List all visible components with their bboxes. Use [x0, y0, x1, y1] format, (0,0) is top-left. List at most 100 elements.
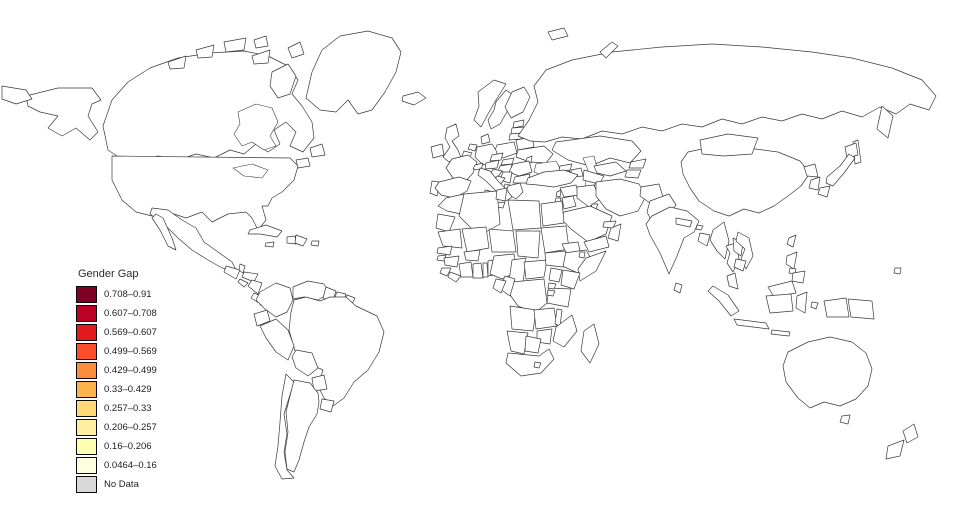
country-papua-new-guinea: [847, 298, 875, 320]
legend-swatch: [76, 361, 97, 380]
country-mexico-baja: [151, 213, 177, 251]
legend-row: 0.257–0.33: [76, 399, 157, 418]
country-canada-island: [223, 37, 247, 53]
country-burkina-faso: [463, 249, 481, 262]
country-japan-kyushu: [817, 185, 831, 198]
country-canada-island: [253, 35, 269, 49]
country-france: [445, 154, 478, 182]
country-south-sudan: [544, 250, 567, 268]
country-kyrgyzstan: [628, 158, 647, 169]
country-fiji: [893, 267, 902, 275]
legend-rows: 0.708–0.91 0.607–0.708 0.569–0.607 0.499…: [76, 285, 157, 494]
country-chad: [515, 230, 541, 259]
country-madagascar: [580, 323, 600, 364]
country-mongolia: [699, 133, 759, 157]
country-philippines-luzon: [785, 251, 798, 270]
great-lakes: [232, 163, 269, 179]
country-morocco: [437, 193, 465, 215]
country-senegal: [436, 245, 453, 256]
country-brazil: [288, 296, 385, 407]
country-sierra-leone: [439, 267, 452, 277]
country-peru: [259, 318, 295, 361]
legend-row: No Data: [76, 475, 157, 494]
legend-title: Gender Gap: [78, 268, 139, 280]
country-botswana: [524, 335, 542, 354]
country-egypt: [540, 200, 565, 227]
country-indonesia-java: [733, 318, 770, 330]
country-uruguay: [319, 398, 335, 413]
country-australia: [782, 336, 873, 409]
legend-row: 0.429–0.499: [76, 361, 157, 380]
country-norway: [473, 79, 507, 128]
country-indonesia-sulawesi: [795, 291, 808, 314]
country-russia: [517, 43, 937, 143]
country-mauritania: [437, 228, 463, 249]
country-ghana: [472, 262, 484, 279]
country-japan-hokkaido: [844, 142, 859, 159]
country-iraq: [576, 184, 601, 208]
country-guinea: [443, 255, 460, 268]
legend-label: 0.607–0.708: [104, 308, 157, 319]
legend-swatch: [76, 323, 97, 342]
country-south-korea: [808, 176, 821, 191]
country-honduras: [241, 271, 259, 283]
legend-label: 0.257–0.33: [104, 403, 152, 414]
country-gabon: [492, 278, 507, 294]
country-angola: [509, 305, 537, 332]
country-lebanon: [555, 189, 562, 198]
country-burundi: [546, 289, 556, 297]
country-nicaragua: [247, 279, 263, 295]
country-ecuador: [253, 309, 271, 327]
country-usa: [111, 155, 299, 231]
country-western-sahara: [435, 213, 456, 233]
country-usa-alaska: [25, 87, 102, 141]
legend-swatch: [76, 342, 97, 361]
country-malaysia-peninsula: [726, 272, 739, 290]
country-bolivia: [291, 349, 319, 377]
country-ireland: [430, 143, 445, 159]
country-oman: [607, 223, 622, 242]
country-japan-honshu: [825, 153, 856, 187]
legend-label: 0.569–0.607: [104, 327, 157, 338]
legend-swatch: [76, 399, 97, 418]
legend-label: 0.16–0.206: [104, 441, 152, 452]
country-chile: [274, 373, 295, 480]
country-syria: [559, 184, 580, 198]
country-uzbekistan: [593, 161, 627, 177]
legend-label: 0.708–0.91: [104, 289, 152, 300]
country-new-zealand-north: [902, 423, 919, 444]
country-philippines-mindanao: [791, 270, 806, 284]
country-mexico: [149, 207, 237, 271]
country-denmark: [480, 133, 491, 145]
country-uk: [442, 123, 462, 163]
country-greenland: [305, 30, 402, 115]
country-uae: [602, 220, 617, 229]
country-canada-island: [195, 44, 215, 59]
country-netherlands: [467, 143, 478, 152]
legend-label: 0.429–0.499: [104, 365, 157, 376]
legend-swatch: [76, 437, 97, 456]
country-south-africa: [505, 348, 555, 377]
country-nepal: [675, 217, 693, 228]
country-czechia: [489, 152, 504, 162]
country-malaysia-borneo: [767, 280, 797, 298]
country-russia-chukotka: [1, 85, 33, 105]
country-djibouti: [578, 251, 586, 259]
country-indonesia-sumatra: [707, 285, 740, 317]
country-indonesia-lesser-sunda: [770, 329, 791, 337]
country-jordan: [561, 195, 577, 210]
country-puerto-rico: [310, 240, 320, 247]
country-romania: [508, 160, 533, 177]
legend-swatch: [76, 285, 97, 304]
country-guinea-bissau: [436, 254, 447, 262]
country-kenya: [560, 269, 581, 290]
legend-label: 0.499–0.569: [104, 346, 157, 357]
country-libya: [507, 199, 542, 231]
legend-swatch: [76, 380, 97, 399]
country-bhutan: [695, 224, 704, 231]
country-indonesia-maluku: [810, 301, 819, 310]
country-estonia: [512, 119, 525, 129]
country-colombia: [255, 282, 294, 318]
